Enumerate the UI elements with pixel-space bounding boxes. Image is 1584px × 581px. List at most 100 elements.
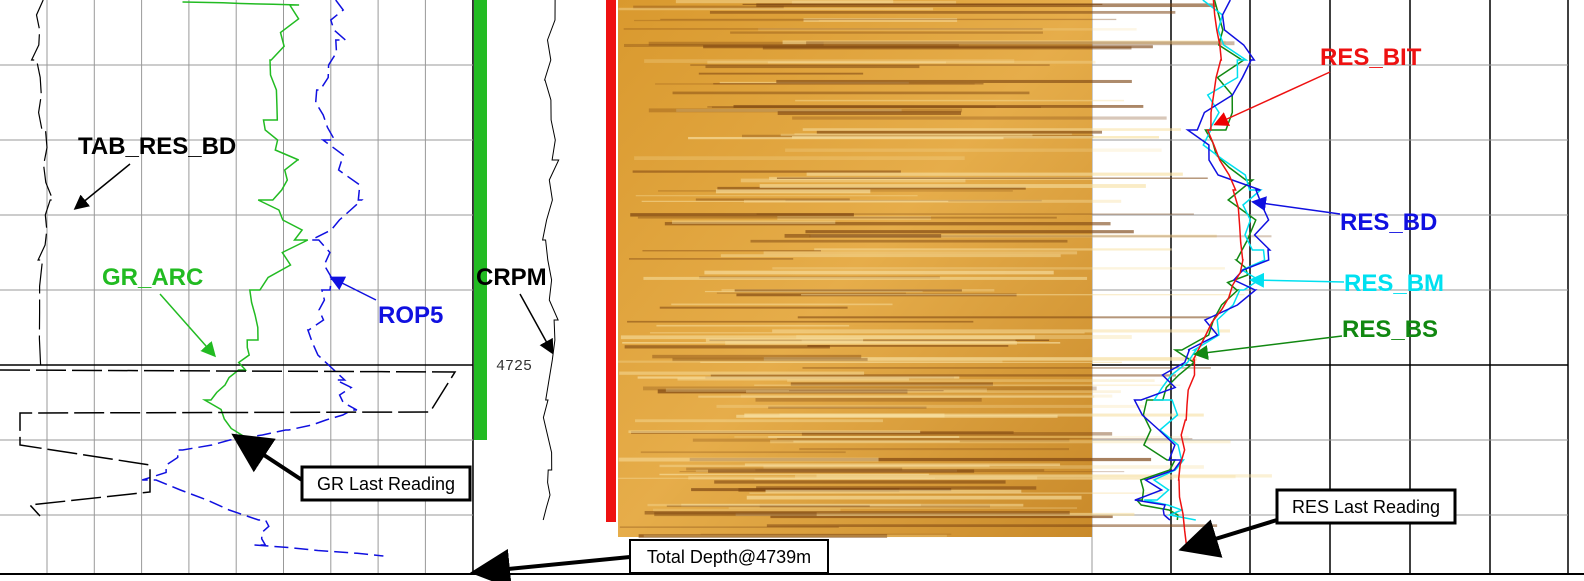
stripe bbox=[644, 510, 1070, 515]
curve bbox=[1177, 0, 1244, 549]
stripe bbox=[746, 390, 1121, 394]
curve-label: ROP5 bbox=[378, 302, 443, 329]
stripe bbox=[707, 106, 996, 108]
stripe bbox=[671, 303, 893, 306]
stripe bbox=[618, 477, 936, 479]
stripe bbox=[763, 465, 1204, 469]
stripe bbox=[704, 290, 923, 293]
stripe bbox=[713, 83, 984, 85]
stripe bbox=[653, 508, 841, 512]
stripe bbox=[750, 239, 1068, 243]
stripe bbox=[666, 504, 870, 508]
stripe bbox=[714, 480, 1006, 484]
curve-label: GR_ARC bbox=[102, 264, 203, 291]
arrow bbox=[159, 293, 216, 358]
stripe bbox=[784, 233, 942, 238]
stripe bbox=[777, 216, 932, 221]
curve-label: TAB_RES_BD bbox=[78, 133, 236, 160]
stripe bbox=[814, 248, 1172, 251]
stripe bbox=[648, 41, 824, 46]
stripe bbox=[793, 440, 960, 443]
stripe bbox=[624, 345, 830, 349]
stripe bbox=[700, 533, 952, 535]
stripe bbox=[657, 389, 908, 394]
stripe bbox=[776, 177, 1208, 179]
stripe bbox=[643, 276, 1088, 280]
stripe bbox=[759, 184, 1146, 188]
callout: Total Depth@4739m bbox=[647, 547, 811, 567]
curve-label: CRPM bbox=[476, 264, 547, 291]
stripe bbox=[656, 324, 850, 327]
stripe bbox=[725, 341, 1017, 345]
stripe bbox=[772, 267, 1225, 270]
stripe bbox=[717, 186, 1026, 190]
stripe bbox=[638, 534, 888, 538]
stripe bbox=[695, 198, 850, 201]
stripe bbox=[740, 178, 966, 183]
stripe bbox=[650, 332, 1085, 334]
arrow bbox=[1251, 196, 1341, 215]
stripe bbox=[749, 492, 1167, 494]
stripe bbox=[787, 379, 1155, 382]
stripe bbox=[644, 59, 1015, 63]
stripe bbox=[816, 130, 1103, 134]
curve-label: RES_BIT bbox=[1320, 44, 1422, 71]
stripe bbox=[736, 414, 1058, 418]
stripe bbox=[734, 435, 1189, 438]
stripe bbox=[763, 251, 1078, 255]
stripe bbox=[802, 367, 1211, 369]
stripe bbox=[647, 503, 921, 507]
arrow bbox=[231, 433, 304, 482]
stripe bbox=[623, 28, 1043, 30]
stripe bbox=[704, 270, 1054, 275]
stripe bbox=[780, 133, 1033, 137]
stripe bbox=[785, 148, 1162, 152]
callout-box bbox=[300, 465, 472, 502]
stripe bbox=[618, 457, 879, 462]
arrow bbox=[329, 276, 377, 301]
green-bar bbox=[474, 0, 487, 440]
curve-label: RES_BS bbox=[1342, 316, 1438, 343]
stripe bbox=[806, 41, 1235, 46]
stripe bbox=[720, 254, 1061, 258]
stripe bbox=[728, 507, 1078, 509]
stripe bbox=[618, 7, 934, 11]
stripe bbox=[790, 382, 993, 386]
stripe bbox=[672, 220, 836, 224]
stripe bbox=[782, 40, 1226, 45]
stripe bbox=[619, 371, 865, 375]
stripe bbox=[634, 19, 819, 22]
stripe bbox=[642, 250, 821, 252]
curve bbox=[1133, 0, 1272, 521]
stripe bbox=[633, 5, 784, 9]
stripe bbox=[689, 457, 1152, 462]
borehole-image bbox=[618, 0, 1092, 537]
stripe bbox=[765, 489, 1022, 493]
stripe bbox=[740, 394, 1113, 398]
stripe bbox=[643, 534, 947, 538]
stripe bbox=[799, 448, 1070, 451]
stripe bbox=[789, 390, 944, 392]
stripe bbox=[703, 45, 1153, 49]
stripe bbox=[659, 306, 848, 309]
stripe bbox=[755, 397, 982, 402]
callout-box bbox=[629, 539, 829, 574]
stripe bbox=[716, 292, 906, 294]
stripe bbox=[754, 477, 1174, 480]
stripe bbox=[797, 316, 1211, 319]
stripe bbox=[690, 64, 1050, 66]
stripe bbox=[708, 469, 975, 473]
stripe bbox=[715, 189, 871, 194]
stripe bbox=[664, 222, 1111, 226]
stripe bbox=[672, 357, 868, 362]
stripe bbox=[641, 200, 949, 202]
stripe bbox=[652, 354, 862, 359]
stripe bbox=[659, 464, 990, 468]
arrow bbox=[1249, 272, 1345, 288]
stripe bbox=[710, 374, 1176, 377]
stripe bbox=[809, 235, 1272, 238]
stripe bbox=[766, 524, 1218, 528]
stripe bbox=[792, 116, 1167, 120]
stripe bbox=[767, 61, 946, 64]
